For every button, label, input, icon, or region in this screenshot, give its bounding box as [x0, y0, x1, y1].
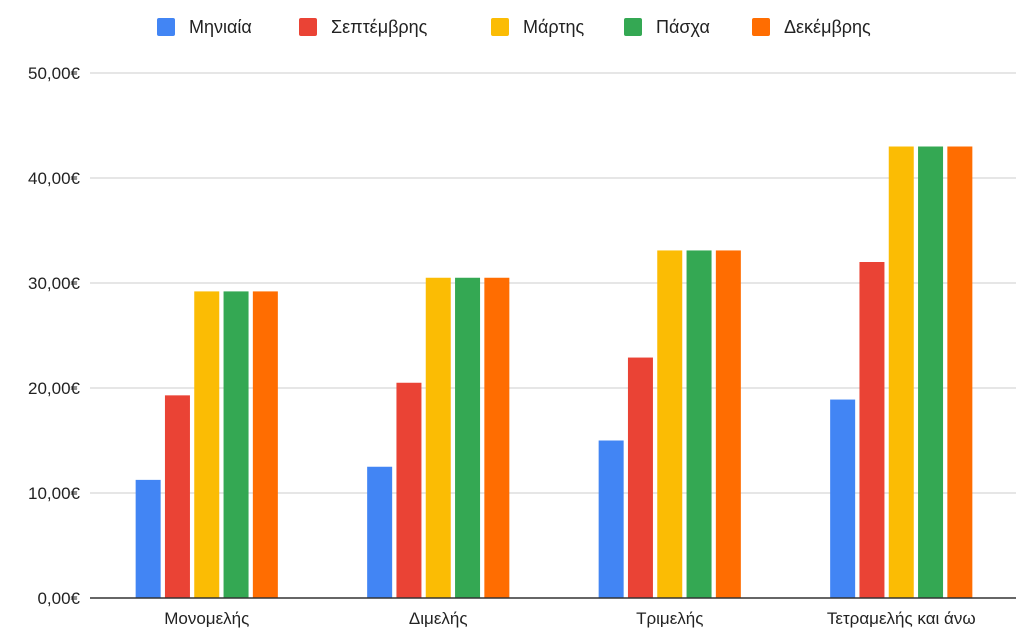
axes: 0,00€ 10,00€ 20,00€ 30,00€ 40,00€ 50,00€ Μονομ…	[28, 64, 1016, 628]
bar	[830, 399, 856, 598]
legend-label: Μάρτης	[523, 17, 585, 37]
y-tick-label: 50,00€	[28, 64, 81, 83]
y-tick-label: 0,00€	[37, 589, 80, 608]
x-tick-label: Τετραμελής και άνω	[827, 609, 976, 628]
bar	[194, 291, 220, 598]
legend-swatch	[157, 18, 175, 36]
y-tick-label: 20,00€	[28, 379, 81, 398]
legend-swatch	[491, 18, 509, 36]
bar	[135, 479, 161, 598]
legend-label: Σεπτέμβρης	[331, 17, 428, 37]
x-tick-label: Τριμελής	[636, 609, 703, 628]
bar	[455, 277, 481, 598]
legend-label: Πάσχα	[656, 17, 710, 37]
bar	[396, 382, 422, 598]
bar	[627, 357, 653, 598]
bar	[715, 250, 741, 598]
y-tick-label: 40,00€	[28, 169, 81, 188]
bar	[425, 277, 451, 598]
legend-swatch	[624, 18, 642, 36]
legend-label: Μηνιαία	[189, 17, 252, 37]
bar	[367, 466, 393, 598]
bar	[164, 395, 190, 598]
y-tick-label: 30,00€	[28, 274, 81, 293]
bar	[686, 250, 712, 598]
x-tick-label: Μονομελής	[164, 609, 249, 628]
bar	[484, 277, 510, 598]
legend-swatch	[752, 18, 770, 36]
bar	[657, 250, 683, 598]
legend: Μηνιαία Σεπτέμβρης Μάρτης Πάσχα Δεκέμβρης	[157, 17, 871, 37]
bar	[223, 291, 249, 598]
bar	[859, 262, 885, 598]
x-tick-label: Διμελής	[409, 609, 468, 628]
bars	[135, 146, 973, 598]
bar	[918, 146, 944, 598]
bar	[947, 146, 973, 598]
bar	[252, 291, 278, 598]
bar	[598, 440, 624, 598]
y-tick-label: 10,00€	[28, 484, 81, 503]
legend-label: Δεκέμβρης	[784, 17, 871, 37]
legend-swatch	[299, 18, 317, 36]
bar	[888, 146, 914, 598]
